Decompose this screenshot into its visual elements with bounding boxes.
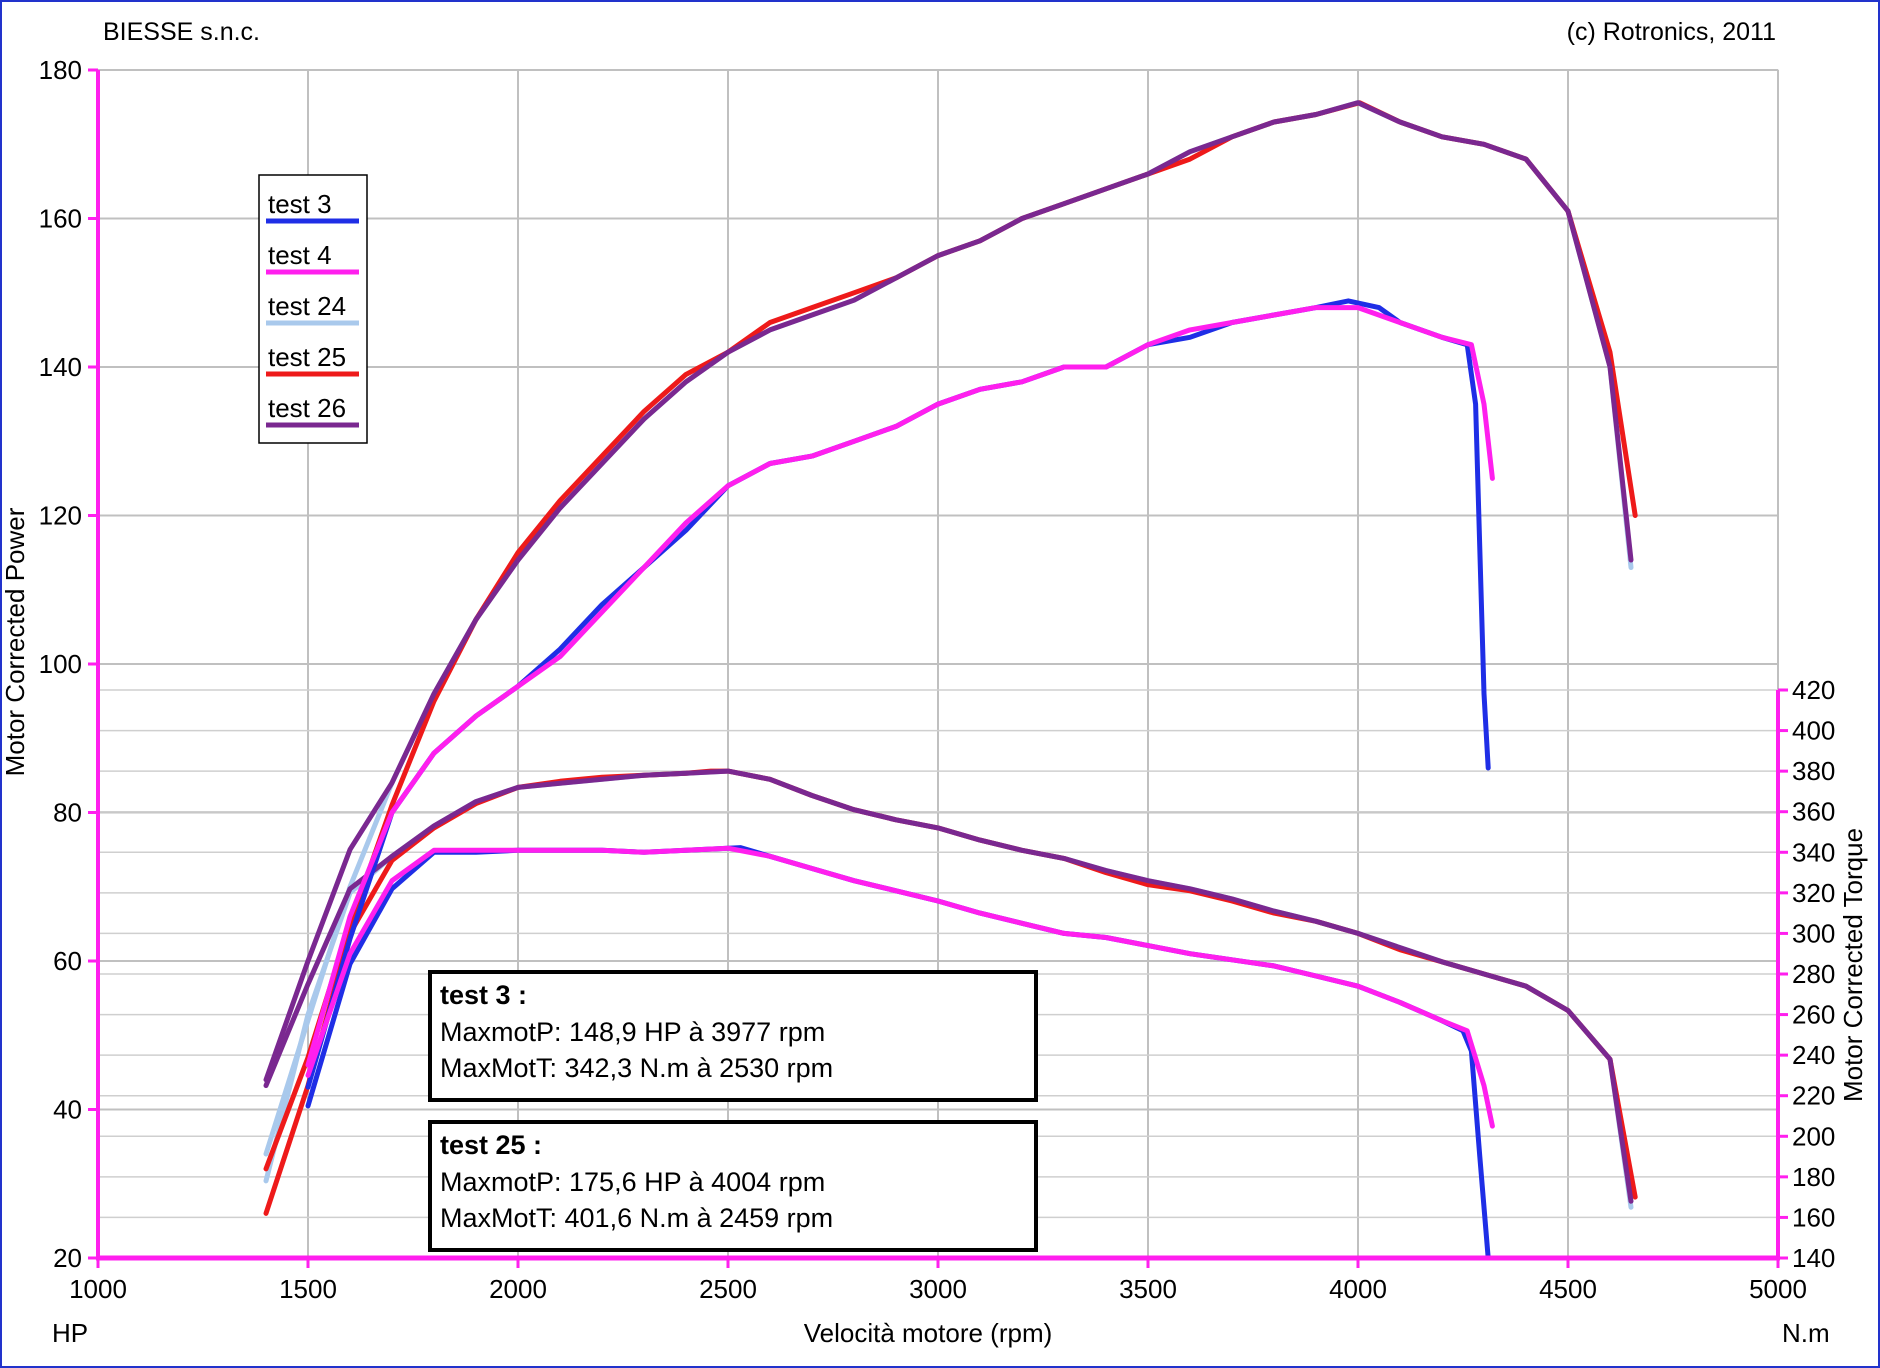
y-tick-label-right: 340 bbox=[1792, 837, 1835, 867]
y-tick-label-left: 120 bbox=[39, 501, 82, 531]
y-tick-label-right: 240 bbox=[1792, 1040, 1835, 1070]
y-tick-label-left: 100 bbox=[39, 649, 82, 679]
x-tick-label: 3000 bbox=[909, 1274, 967, 1304]
legend-label: test 3 bbox=[268, 189, 332, 219]
y-tick-label-right: 180 bbox=[1792, 1162, 1835, 1192]
annotation-line: MaxMotT: 401,6 N.m à 2459 rpm bbox=[440, 1203, 833, 1233]
y-tick-label-left: 60 bbox=[53, 946, 82, 976]
x-tick-label: 1000 bbox=[69, 1274, 127, 1304]
x-axis-unit-right: N.m bbox=[1782, 1318, 1830, 1348]
y-tick-label-right: 220 bbox=[1792, 1081, 1835, 1111]
y-tick-label-right: 320 bbox=[1792, 878, 1835, 908]
x-tick-label: 1500 bbox=[279, 1274, 337, 1304]
y-tick-label-left: 40 bbox=[53, 1095, 82, 1125]
y-tick-label-right: 380 bbox=[1792, 756, 1835, 786]
x-tick-label: 4500 bbox=[1539, 1274, 1597, 1304]
y-tick-label-left: 160 bbox=[39, 204, 82, 234]
y-tick-label-right: 280 bbox=[1792, 959, 1835, 989]
y-tick-label-right: 300 bbox=[1792, 918, 1835, 948]
series-line-test-26-right bbox=[263, 768, 1634, 1204]
y-tick-label-right: 360 bbox=[1792, 797, 1835, 827]
legend-label: test 4 bbox=[268, 240, 332, 270]
legend-label: test 25 bbox=[268, 342, 346, 372]
legend: test 3 test 4 test 24 test 25 test 26 bbox=[258, 174, 368, 444]
annotation-box bbox=[428, 1120, 1038, 1252]
x-tick-label: 3500 bbox=[1119, 1274, 1177, 1304]
series-line-test-4-left bbox=[305, 305, 1495, 1068]
x-tick-label: 2000 bbox=[489, 1274, 547, 1304]
annotation-title: test 3 : bbox=[440, 980, 527, 1010]
y-axis-label-right: Motor Corrected Torque bbox=[1838, 828, 1868, 1102]
series-line-test-26-left bbox=[263, 100, 1634, 1083]
y-tick-label-right: 400 bbox=[1792, 716, 1835, 746]
annotation-box bbox=[428, 970, 1038, 1102]
header-left: BIESSE s.n.c. bbox=[103, 18, 260, 46]
axes: 1000 1500 2000 2500 3000 3500 4000 4500 5000 20 40… bbox=[39, 55, 1836, 1304]
series-lines bbox=[263, 100, 1638, 1261]
annotation-line: MaxmotP: 175,6 HP à 4004 rpm bbox=[440, 1167, 825, 1197]
x-axis-label: Velocità motore (rpm) bbox=[804, 1318, 1053, 1348]
annotation-line: MaxmotP: 148,9 HP à 3977 rpm bbox=[440, 1017, 825, 1047]
x-tick-label: 5000 bbox=[1749, 1274, 1807, 1304]
y-tick-label-right: 160 bbox=[1792, 1202, 1835, 1232]
y-tick-label-right: 140 bbox=[1792, 1243, 1835, 1273]
y-tick-label-left: 140 bbox=[39, 352, 82, 382]
y-tick-label-right: 200 bbox=[1792, 1121, 1835, 1151]
x-tick-label: 2500 bbox=[699, 1274, 757, 1304]
y-tick-label-left: 80 bbox=[53, 798, 82, 828]
x-tick-label: 4000 bbox=[1329, 1274, 1387, 1304]
y-axis-label-left: Motor Corrected Power bbox=[0, 507, 30, 776]
annotation-title: test 25 : bbox=[440, 1130, 542, 1160]
y-tick-label-right: 420 bbox=[1792, 675, 1835, 705]
annotations: test 3 : MaxmotP: 148,9 HP à 3977 rpm MaxM… bbox=[428, 970, 1038, 1252]
annotation-line: MaxMotT: 342,3 N.m à 2530 rpm bbox=[440, 1053, 833, 1083]
header-right: (c) Rotronics, 2011 bbox=[1567, 18, 1776, 46]
y-tick-label-left: 20 bbox=[53, 1243, 82, 1273]
legend-label: test 24 bbox=[268, 291, 346, 321]
y-tick-label-right: 260 bbox=[1792, 1000, 1835, 1030]
y-tick-label-left: 180 bbox=[39, 55, 82, 85]
legend-label: test 26 bbox=[268, 393, 346, 423]
x-axis-unit-left: HP bbox=[52, 1318, 88, 1348]
series-line-test-4-right bbox=[305, 845, 1495, 1129]
